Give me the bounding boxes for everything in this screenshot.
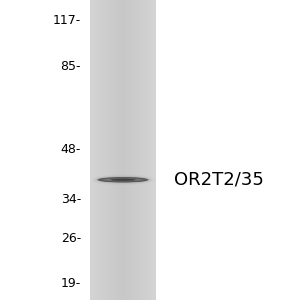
Bar [125,0,126,300]
Ellipse shape [105,179,141,180]
Ellipse shape [94,175,152,184]
Bar [103,0,104,300]
Bar [120,0,121,300]
Bar [142,0,143,300]
Bar [128,0,130,300]
Bar [135,0,136,300]
Bar [101,0,102,300]
Bar [126,0,128,300]
Text: 85-: 85- [61,61,81,74]
Bar [95,0,97,300]
Bar [140,0,141,300]
Ellipse shape [95,176,151,184]
Ellipse shape [101,178,145,181]
Ellipse shape [97,177,149,183]
Bar [151,0,152,300]
Bar [155,0,156,300]
Ellipse shape [104,179,142,180]
Bar [109,0,110,300]
Bar [104,0,105,300]
Ellipse shape [100,178,146,182]
Ellipse shape [103,179,143,181]
Bar [118,0,120,300]
Bar [143,0,144,300]
Bar [149,0,151,300]
Bar [148,0,149,300]
Ellipse shape [93,175,153,184]
Ellipse shape [103,179,143,181]
Ellipse shape [98,177,148,182]
Ellipse shape [98,177,148,182]
Ellipse shape [98,177,148,182]
Bar [141,0,142,300]
Bar [108,0,109,300]
Bar [94,0,95,300]
Ellipse shape [94,176,152,184]
Bar [131,0,132,300]
Bar [152,0,153,300]
Ellipse shape [93,175,153,185]
Bar [106,0,108,300]
Bar [91,0,92,300]
Ellipse shape [103,179,142,181]
Ellipse shape [105,179,141,180]
Ellipse shape [102,178,144,181]
Text: 117-: 117- [53,14,81,27]
Bar [132,0,133,300]
Bar [123,0,124,300]
Bar [105,0,106,300]
Ellipse shape [100,178,146,182]
Ellipse shape [99,178,147,182]
Bar [116,0,118,300]
Bar [122,0,123,300]
Bar [115,0,116,300]
Bar [112,0,113,300]
Bar [102,0,103,300]
Bar [92,0,93,300]
Bar [138,0,140,300]
Bar [98,0,99,300]
Bar [113,0,114,300]
Text: 26-: 26- [61,232,81,245]
Bar [97,0,98,300]
Bar [136,0,137,300]
Bar [110,0,111,300]
Bar [130,0,131,300]
Ellipse shape [97,176,149,183]
Bar [146,0,147,300]
Bar [134,0,135,300]
Bar [153,0,154,300]
Bar [121,0,122,300]
Ellipse shape [100,178,146,182]
Bar [137,0,138,300]
Ellipse shape [96,176,150,183]
Bar [145,0,146,300]
Bar [124,0,125,300]
Bar [90,0,91,300]
Bar [147,0,148,300]
Ellipse shape [102,178,144,181]
Bar [118,0,119,300]
Ellipse shape [95,176,151,184]
Bar [99,0,100,300]
Bar [93,0,94,300]
Bar [111,0,112,300]
Bar [133,0,134,300]
Text: 34-: 34- [61,193,81,206]
Text: 48-: 48- [61,143,81,156]
Ellipse shape [110,179,136,181]
Text: OR2T2/35: OR2T2/35 [174,171,264,189]
Text: 19-: 19- [61,278,81,290]
Bar [100,0,101,300]
Bar [154,0,155,300]
Bar [114,0,115,300]
Bar [144,0,145,300]
